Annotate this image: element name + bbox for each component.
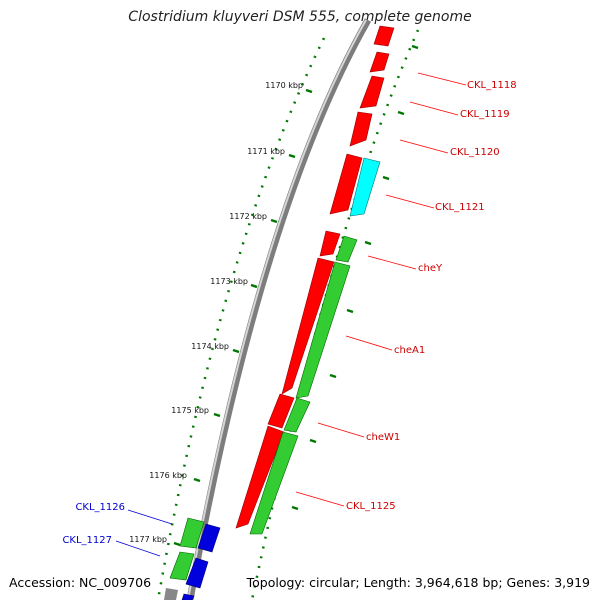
kbp-label: 1176 kbp [149,471,187,480]
gene-arrow-ckl-1126-blue[interactable] [197,523,221,553]
gene-arrow-ckl-1128-blue[interactable] [181,593,195,600]
gene-arrow-chea1[interactable] [281,257,335,395]
gene-arrow-ckl-1121[interactable] [329,153,363,215]
label-leaders [115,72,467,557]
gene-label[interactable]: CKL_1126 [75,502,125,513]
red-genes[interactable] [235,25,395,529]
gene-arrow-chew1-green[interactable] [283,397,311,433]
gene-label[interactable]: cheA1 [394,345,425,356]
gene-label[interactable]: cheW1 [366,432,400,443]
kbp-label: 1170 kbp [265,81,303,90]
kbp-label: 1177 kbp [129,535,167,544]
genome-backbone [186,18,372,600]
kbp-ruler [156,37,326,600]
gene-label[interactable]: CKL_1125 [346,501,396,512]
gene-label[interactable]: cheY [418,263,443,274]
blue-genes[interactable] [181,523,221,600]
inner-ruler [250,29,420,600]
gene-label[interactable]: CKL_1121 [435,202,485,213]
gene-arrow-ckl-1125-green[interactable] [249,431,299,535]
genome-summary-text: Topology: circular; Length: 3,964,618 bp… [246,575,590,590]
map-title: Clostridium kluyveri DSM 555, complete g… [128,9,472,25]
kbp-label: 1175 kbp [171,406,209,415]
gene-label[interactable]: CKL_1118 [467,80,517,91]
gene-arrow-ckl-1125[interactable] [235,425,285,529]
gene-label[interactable]: CKL_1119 [460,109,510,120]
inner-major-ticks [291,44,419,511]
kbp-major-ticks [173,88,313,547]
gene-arrow-gray[interactable] [164,588,178,600]
gene-arrow-ckl-1118[interactable] [369,51,390,73]
gene-arrow-chey-green[interactable] [335,235,358,263]
gene-label[interactable]: CKL_1120 [450,147,500,158]
gene-arrow-chew1[interactable] [267,393,295,429]
gene-arrow-ckl-1117[interactable] [373,25,395,47]
green-genes[interactable] [169,235,358,581]
accession-text: Accession: NC_009706 [9,575,152,590]
kbp-label: 1171 kbp [247,147,285,156]
kbp-label: 1172 kbp [229,212,267,221]
kbp-labels: 1170 kbp 1171 kbp 1172 kbp 1173 kbp 1174… [129,81,303,544]
gene-arrow-ckl-1127-green[interactable] [169,551,195,581]
kbp-label: 1174 kbp [191,342,229,351]
gene-arrow-chea1-green[interactable] [295,261,351,399]
gene-arrow-ckl-1119[interactable] [359,75,385,109]
gene-arrow-ckl-1120[interactable] [349,111,373,147]
gene-arrow-ckl-1127-blue[interactable] [185,557,209,589]
genome-backbone-highlight [187,19,367,600]
kbp-label: 1173 kbp [210,277,248,286]
gene-arrow-ckl-1121-cyan[interactable] [349,157,381,217]
gene-label[interactable]: CKL_1127 [62,535,112,546]
gene-arrow-ckl-1126-green[interactable] [179,517,205,549]
gene-arrow-chey[interactable] [319,230,341,257]
gene-labels: CKL_1118 CKL_1119 CKL_1120 CKL_1121 cheY… [62,80,516,546]
